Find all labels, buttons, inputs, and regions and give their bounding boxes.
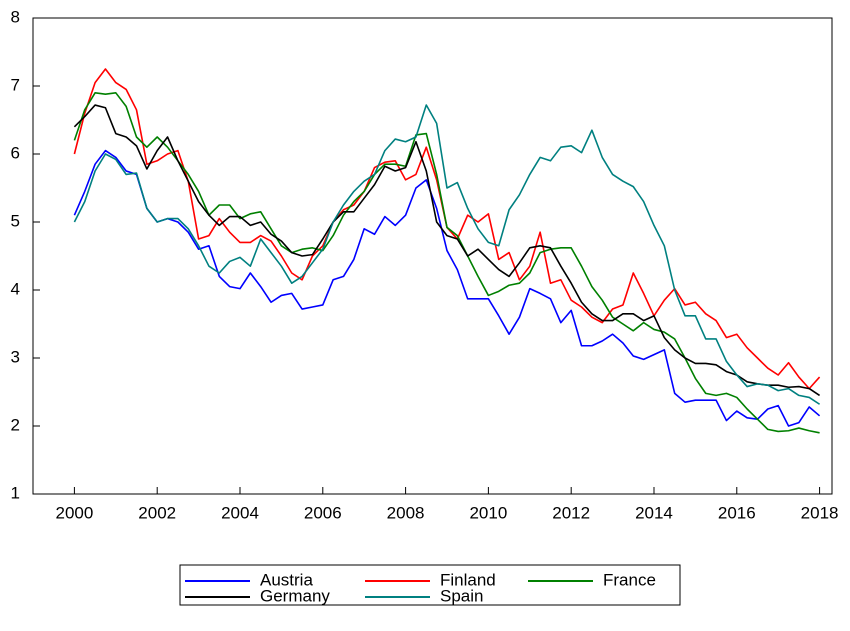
- y-tick-label: 5: [11, 211, 20, 230]
- y-tick-label: 3: [11, 347, 20, 366]
- legend-label: Germany: [260, 586, 330, 605]
- x-tick-label: 2018: [801, 503, 839, 522]
- x-tick-label: 2002: [138, 503, 176, 522]
- series-line: [73, 92, 820, 434]
- y-tick-label: 7: [11, 75, 20, 94]
- x-tick-label: 2008: [387, 503, 425, 522]
- series-line: [73, 68, 821, 390]
- legend-label: Spain: [440, 586, 483, 605]
- legend-label: Austria: [260, 570, 313, 589]
- plot-frame: [32, 17, 833, 495]
- series-line: [73, 104, 821, 397]
- y-tick-label: 2: [11, 415, 20, 434]
- y-tick-label: 1: [11, 483, 20, 502]
- legend-label: France: [603, 570, 656, 589]
- y-tick-label: 6: [11, 143, 20, 162]
- x-tick-label: 2010: [469, 503, 507, 522]
- x-tick-label: 2012: [552, 503, 590, 522]
- series-line: [73, 149, 821, 427]
- y-tick-label: 8: [11, 7, 20, 26]
- x-tick-label: 2004: [221, 503, 259, 522]
- x-tick-label: 2014: [635, 503, 673, 522]
- legend-label: Finland: [440, 570, 496, 589]
- x-tick-label: 2006: [304, 503, 342, 522]
- x-tick-label: 2016: [718, 503, 756, 522]
- x-tick-label: 2000: [55, 503, 93, 522]
- y-tick-label: 4: [11, 279, 20, 298]
- series-line: [73, 104, 821, 405]
- legend-box: [179, 564, 681, 606]
